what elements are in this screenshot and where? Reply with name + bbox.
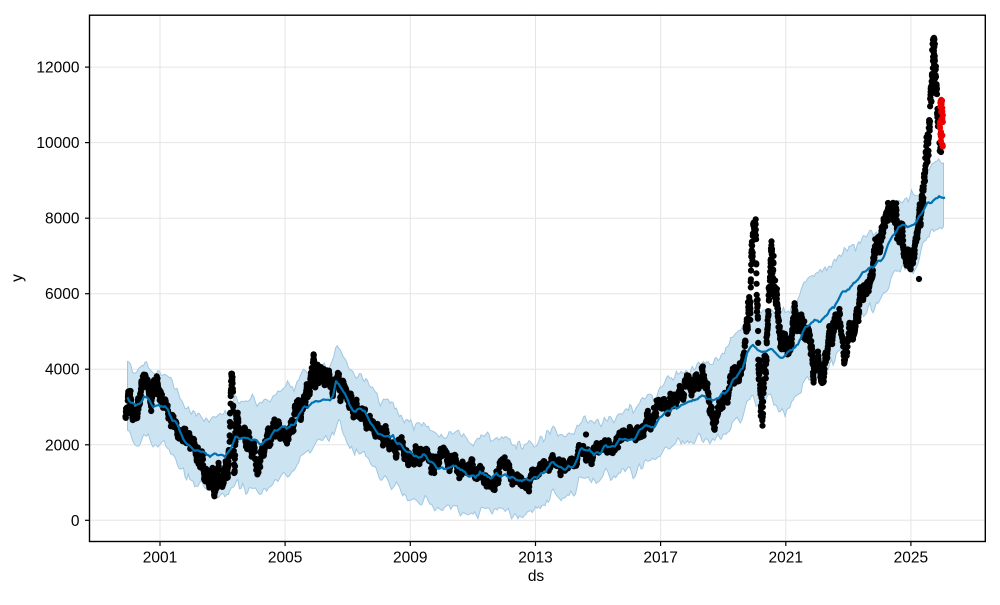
- svg-text:2000: 2000: [45, 437, 80, 454]
- svg-text:2013: 2013: [518, 550, 552, 567]
- svg-text:2001: 2001: [143, 550, 177, 567]
- svg-text:ds: ds: [528, 568, 545, 585]
- svg-text:4000: 4000: [45, 362, 80, 379]
- svg-text:0: 0: [71, 513, 80, 530]
- svg-text:2021: 2021: [769, 550, 803, 567]
- svg-text:2017: 2017: [643, 550, 677, 567]
- svg-text:8000: 8000: [45, 211, 80, 228]
- svg-text:2009: 2009: [393, 550, 427, 567]
- svg-text:2005: 2005: [268, 550, 302, 567]
- svg-text:12000: 12000: [36, 60, 79, 77]
- svg-text:2025: 2025: [894, 550, 928, 567]
- svg-text:y: y: [9, 274, 26, 282]
- svg-text:6000: 6000: [45, 286, 80, 303]
- svg-text:10000: 10000: [36, 135, 79, 152]
